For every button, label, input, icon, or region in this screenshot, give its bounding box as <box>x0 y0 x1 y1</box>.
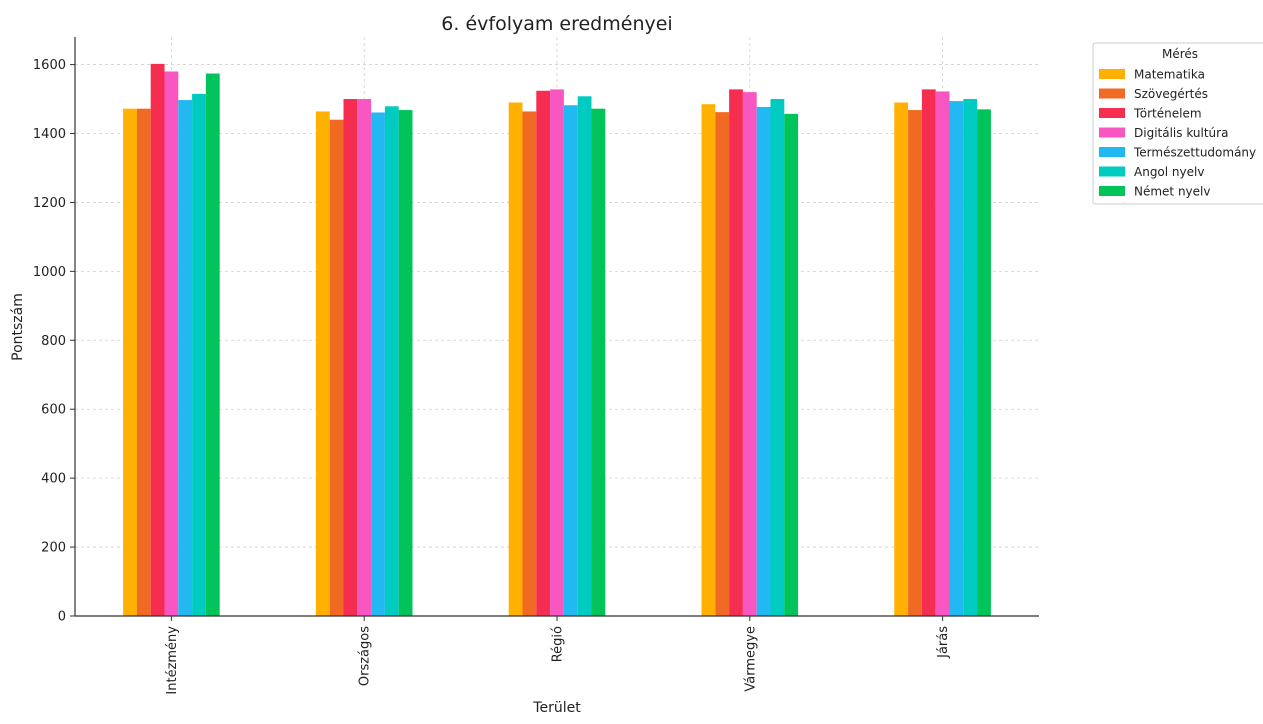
bar <box>164 71 179 616</box>
bar <box>591 108 606 616</box>
bar <box>949 101 964 616</box>
bar <box>729 89 743 616</box>
x-axis-title: Terület <box>532 700 581 716</box>
bar <box>550 89 564 616</box>
bar <box>192 93 206 616</box>
bar <box>908 110 922 617</box>
legend-swatch <box>1099 166 1125 177</box>
bar <box>577 96 592 617</box>
bar <box>508 102 523 617</box>
legend-swatch <box>1099 127 1125 138</box>
legend-label: Természettudomány <box>1133 146 1256 160</box>
bar <box>770 99 785 617</box>
x-tick-label: Vármegye <box>743 626 758 692</box>
legend-swatch <box>1099 108 1125 118</box>
bar <box>123 108 137 616</box>
legend-frame <box>1092 42 1263 205</box>
legend-label: Történelem <box>1133 107 1202 121</box>
legend-label: Digitális kultúra <box>1134 126 1228 140</box>
bar <box>715 112 730 616</box>
bar <box>329 119 344 616</box>
bar <box>384 106 399 616</box>
bar <box>701 104 716 617</box>
bar <box>315 111 330 616</box>
bar <box>921 89 936 616</box>
legend: Mérés Matematika Szövegértés Történelem Dig… <box>1092 42 1263 205</box>
bar <box>536 90 551 616</box>
bar <box>963 99 978 617</box>
bar <box>398 110 413 617</box>
y-tick-label: 600 <box>41 403 66 418</box>
y-tick-label: 800 <box>41 334 66 349</box>
legend-swatch <box>1099 88 1125 99</box>
x-tick-label: Országos <box>358 626 373 686</box>
bar <box>563 105 578 616</box>
y-tick-label: 400 <box>41 472 66 487</box>
bar <box>150 63 165 616</box>
bar <box>935 91 950 617</box>
legend-swatch <box>1099 186 1125 196</box>
y-ticks: 0 200 400 600 800 1000 1200 1400 1600 <box>33 58 75 625</box>
bar <box>756 106 771 617</box>
bar <box>136 108 151 616</box>
bar <box>784 113 799 617</box>
legend-swatch <box>1099 147 1125 157</box>
y-tick-label: 0 <box>58 610 66 625</box>
bar <box>357 99 372 617</box>
legend-label: Matematika <box>1134 68 1205 82</box>
legend-items: Matematika Szövegértés Történelem Digitális… <box>1099 68 1256 199</box>
y-axis-title: Pontszám <box>10 293 26 361</box>
y-tick-label: 1600 <box>33 58 66 73</box>
x-tick-label: Intézmény <box>165 626 180 695</box>
x-tick-label: Járás <box>936 626 951 659</box>
x-ticks: Intézmény Országos Régió Vármegye Járás <box>165 616 951 695</box>
y-tick-label: 1200 <box>33 196 66 211</box>
legend-label: Angol nyelv <box>1134 165 1204 179</box>
legend-swatch <box>1099 69 1125 79</box>
bar <box>371 112 385 617</box>
y-tick-label: 200 <box>41 541 66 556</box>
chart-title: 6. évfolyam eredményei <box>441 13 672 35</box>
y-tick-label: 1000 <box>33 265 66 280</box>
bar <box>178 100 193 616</box>
bar <box>894 102 909 617</box>
bar <box>205 73 220 616</box>
legend-label: Szövegértés <box>1134 87 1208 101</box>
bars <box>123 63 991 617</box>
x-tick-label: Régió <box>551 626 566 662</box>
bar <box>343 99 358 617</box>
y-tick-label: 1400 <box>33 127 66 142</box>
bar <box>742 92 757 616</box>
bar <box>522 111 537 616</box>
legend-title: Mérés <box>1162 47 1198 61</box>
legend-label: Német nyelv <box>1134 185 1210 199</box>
bar <box>977 109 991 616</box>
